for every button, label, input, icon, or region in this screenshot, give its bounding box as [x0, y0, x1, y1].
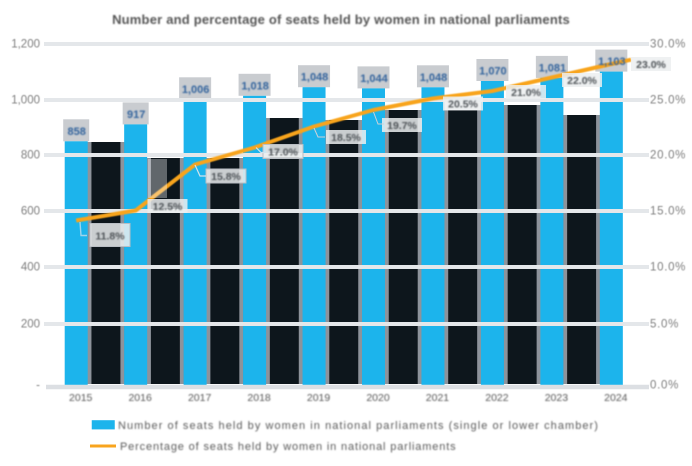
svg-text:Number and percentage of seats: Number and percentage of seats held by w…	[112, 12, 570, 27]
svg-text:12.5%: 12.5%	[153, 201, 183, 213]
svg-text:5.0%: 5.0%	[650, 319, 679, 331]
svg-text:15.8%: 15.8%	[211, 171, 241, 183]
svg-text:400: 400	[21, 262, 40, 274]
svg-text:22.0%: 22.0%	[567, 75, 597, 87]
svg-text:21.0%: 21.0%	[511, 87, 541, 99]
svg-text:1,200: 1,200	[11, 39, 40, 51]
svg-text:Percentage of seats held by wo: Percentage of seats held by women in nat…	[120, 441, 456, 453]
svg-text:1,081: 1,081	[539, 62, 567, 74]
svg-text:1,103: 1,103	[598, 56, 626, 68]
svg-text:-: -	[36, 380, 40, 392]
svg-text:20.0%: 20.0%	[650, 150, 686, 162]
svg-text:600: 600	[21, 206, 40, 218]
svg-text:2024: 2024	[604, 392, 628, 404]
svg-text:2015: 2015	[69, 392, 93, 404]
svg-text:1,070: 1,070	[479, 66, 507, 78]
svg-text:25.0%: 25.0%	[650, 95, 686, 107]
svg-text:Number of seats held by women: Number of seats held by women in nationa…	[118, 420, 599, 432]
svg-text:20.5%: 20.5%	[448, 99, 478, 111]
svg-text:17.0%: 17.0%	[268, 147, 298, 159]
svg-text:1,006: 1,006	[182, 84, 210, 96]
svg-text:2021: 2021	[426, 392, 450, 404]
svg-text:1,048: 1,048	[420, 72, 448, 84]
svg-text:15.0%: 15.0%	[650, 206, 686, 218]
svg-text:200: 200	[21, 319, 40, 331]
svg-text:2020: 2020	[366, 392, 390, 404]
svg-text:858: 858	[68, 126, 86, 138]
svg-text:10.0%: 10.0%	[650, 262, 686, 274]
svg-text:917: 917	[127, 109, 145, 121]
svg-text:1,048: 1,048	[301, 72, 329, 84]
svg-text:2017: 2017	[188, 392, 212, 404]
svg-text:19.7%: 19.7%	[387, 120, 417, 132]
svg-text:2018: 2018	[247, 392, 271, 404]
svg-text:1,000: 1,000	[11, 95, 40, 107]
svg-text:0.0%: 0.0%	[650, 380, 679, 392]
svg-text:2023: 2023	[545, 392, 569, 404]
svg-text:800: 800	[21, 150, 40, 162]
svg-text:18.5%: 18.5%	[331, 132, 361, 144]
svg-text:2016: 2016	[128, 392, 152, 404]
svg-text:1,044: 1,044	[360, 73, 388, 85]
svg-text:2022: 2022	[485, 392, 509, 404]
svg-text:2019: 2019	[307, 392, 331, 404]
svg-text:11.8%: 11.8%	[95, 231, 125, 243]
svg-text:30.0%: 30.0%	[650, 39, 686, 51]
svg-text:1,018: 1,018	[241, 80, 269, 92]
svg-text:23.0%: 23.0%	[636, 59, 666, 71]
